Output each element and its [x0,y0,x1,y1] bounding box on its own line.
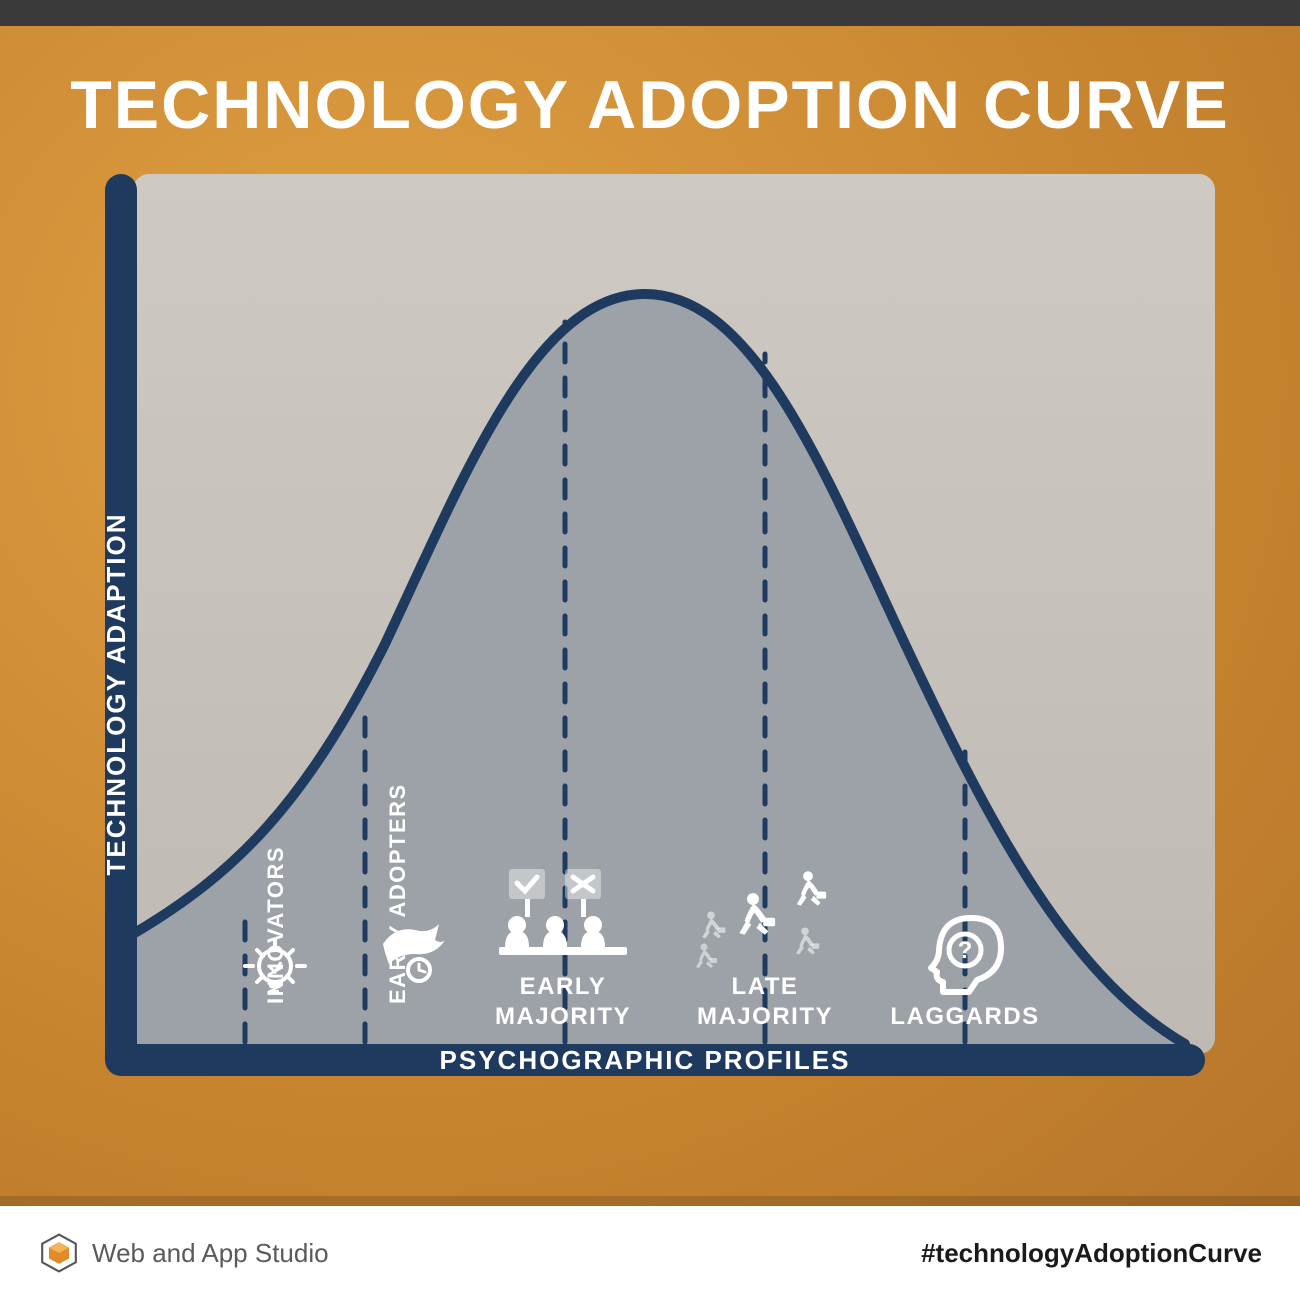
innovators-label: INNOVATORS [263,846,288,1004]
footer-brand-text: Web and App Studio [92,1238,329,1269]
early_majority-label: EARLY [520,973,607,1000]
logo-icon [38,1232,80,1274]
footer-brand-block: Web and App Studio [38,1232,329,1274]
svg-text:PSYCHOGRAPHIC PROFILES: PSYCHOGRAPHIC PROFILES [440,1045,851,1075]
footer: Web and App Studio #technologyAdoptionCu… [0,1206,1300,1300]
late_majority-label: LATE [732,973,799,1000]
footer-hashtag: #technologyAdoptionCurve [921,1238,1262,1269]
svg-text:TECHNOLOGY ADAPTION: TECHNOLOGY ADAPTION [101,512,131,875]
late_majority-label-line2: MAJORITY [697,1003,833,1030]
early_adopters-label: EARLY ADOPTERS [385,783,410,1004]
adoption-curve-svg: TECHNOLOGY ADAPTION PSYCHOGRAPHIC PROFILE… [85,174,1215,1114]
top-bar [0,0,1300,26]
laggards-label: LAGGARDS [890,1003,1039,1030]
chart: TECHNOLOGY ADAPTION PSYCHOGRAPHIC PROFILE… [85,174,1215,1114]
svg-text:?: ? [958,937,973,964]
main-panel: TECHNOLOGY ADOPTION CURVE TECHNOLOGY ADA… [0,26,1300,1206]
early_majority-label-line2: MAJORITY [495,1003,631,1030]
page-title: TECHNOLOGY ADOPTION CURVE [50,66,1250,144]
